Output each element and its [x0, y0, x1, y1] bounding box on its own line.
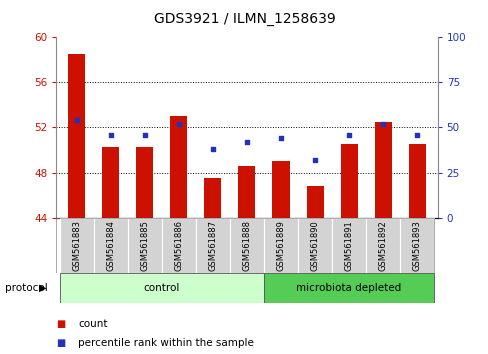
Text: protocol: protocol — [5, 282, 47, 293]
Text: GSM561889: GSM561889 — [276, 220, 285, 270]
Text: GSM561884: GSM561884 — [106, 220, 115, 270]
Bar — [170, 116, 187, 218]
Text: GSM561885: GSM561885 — [140, 220, 149, 270]
Text: ▶: ▶ — [39, 282, 46, 293]
Point — [73, 118, 81, 123]
Bar — [238, 166, 255, 218]
Bar — [60, 273, 264, 303]
Point — [277, 136, 285, 141]
Point — [106, 132, 114, 137]
Text: GSM561883: GSM561883 — [72, 219, 81, 271]
Bar — [196, 218, 229, 273]
Text: GSM561893: GSM561893 — [412, 220, 421, 270]
Bar — [399, 218, 433, 273]
Bar — [331, 218, 366, 273]
Bar — [272, 161, 289, 218]
Text: GSM561886: GSM561886 — [174, 219, 183, 271]
Point — [310, 157, 318, 163]
Bar — [264, 273, 433, 303]
Bar — [366, 218, 399, 273]
Text: ■: ■ — [56, 338, 65, 348]
Bar — [127, 218, 162, 273]
Bar — [408, 144, 425, 218]
Point — [345, 132, 352, 137]
Bar — [136, 147, 153, 218]
Text: percentile rank within the sample: percentile rank within the sample — [78, 338, 254, 348]
Point — [243, 139, 250, 145]
Bar — [94, 218, 127, 273]
Text: count: count — [78, 319, 107, 329]
Text: GSM561890: GSM561890 — [310, 220, 319, 270]
Text: GSM561887: GSM561887 — [208, 219, 217, 271]
Bar — [306, 186, 323, 218]
Bar — [204, 178, 221, 218]
Point — [379, 121, 386, 127]
Bar — [340, 144, 357, 218]
Bar — [297, 218, 331, 273]
Bar — [374, 122, 391, 218]
Text: control: control — [143, 282, 180, 293]
Bar — [229, 218, 264, 273]
Point — [175, 121, 183, 127]
Text: GSM561891: GSM561891 — [344, 220, 353, 270]
Bar — [68, 54, 85, 218]
Point — [208, 146, 216, 152]
Bar — [264, 218, 297, 273]
Bar — [60, 218, 94, 273]
Text: microbiota depleted: microbiota depleted — [296, 282, 401, 293]
Bar — [102, 147, 119, 218]
Text: GDS3921 / ILMN_1258639: GDS3921 / ILMN_1258639 — [153, 12, 335, 27]
Text: GSM561888: GSM561888 — [242, 219, 251, 271]
Bar — [162, 218, 196, 273]
Text: GSM561892: GSM561892 — [378, 220, 387, 270]
Point — [412, 132, 420, 137]
Text: ■: ■ — [56, 319, 65, 329]
Point — [141, 132, 148, 137]
